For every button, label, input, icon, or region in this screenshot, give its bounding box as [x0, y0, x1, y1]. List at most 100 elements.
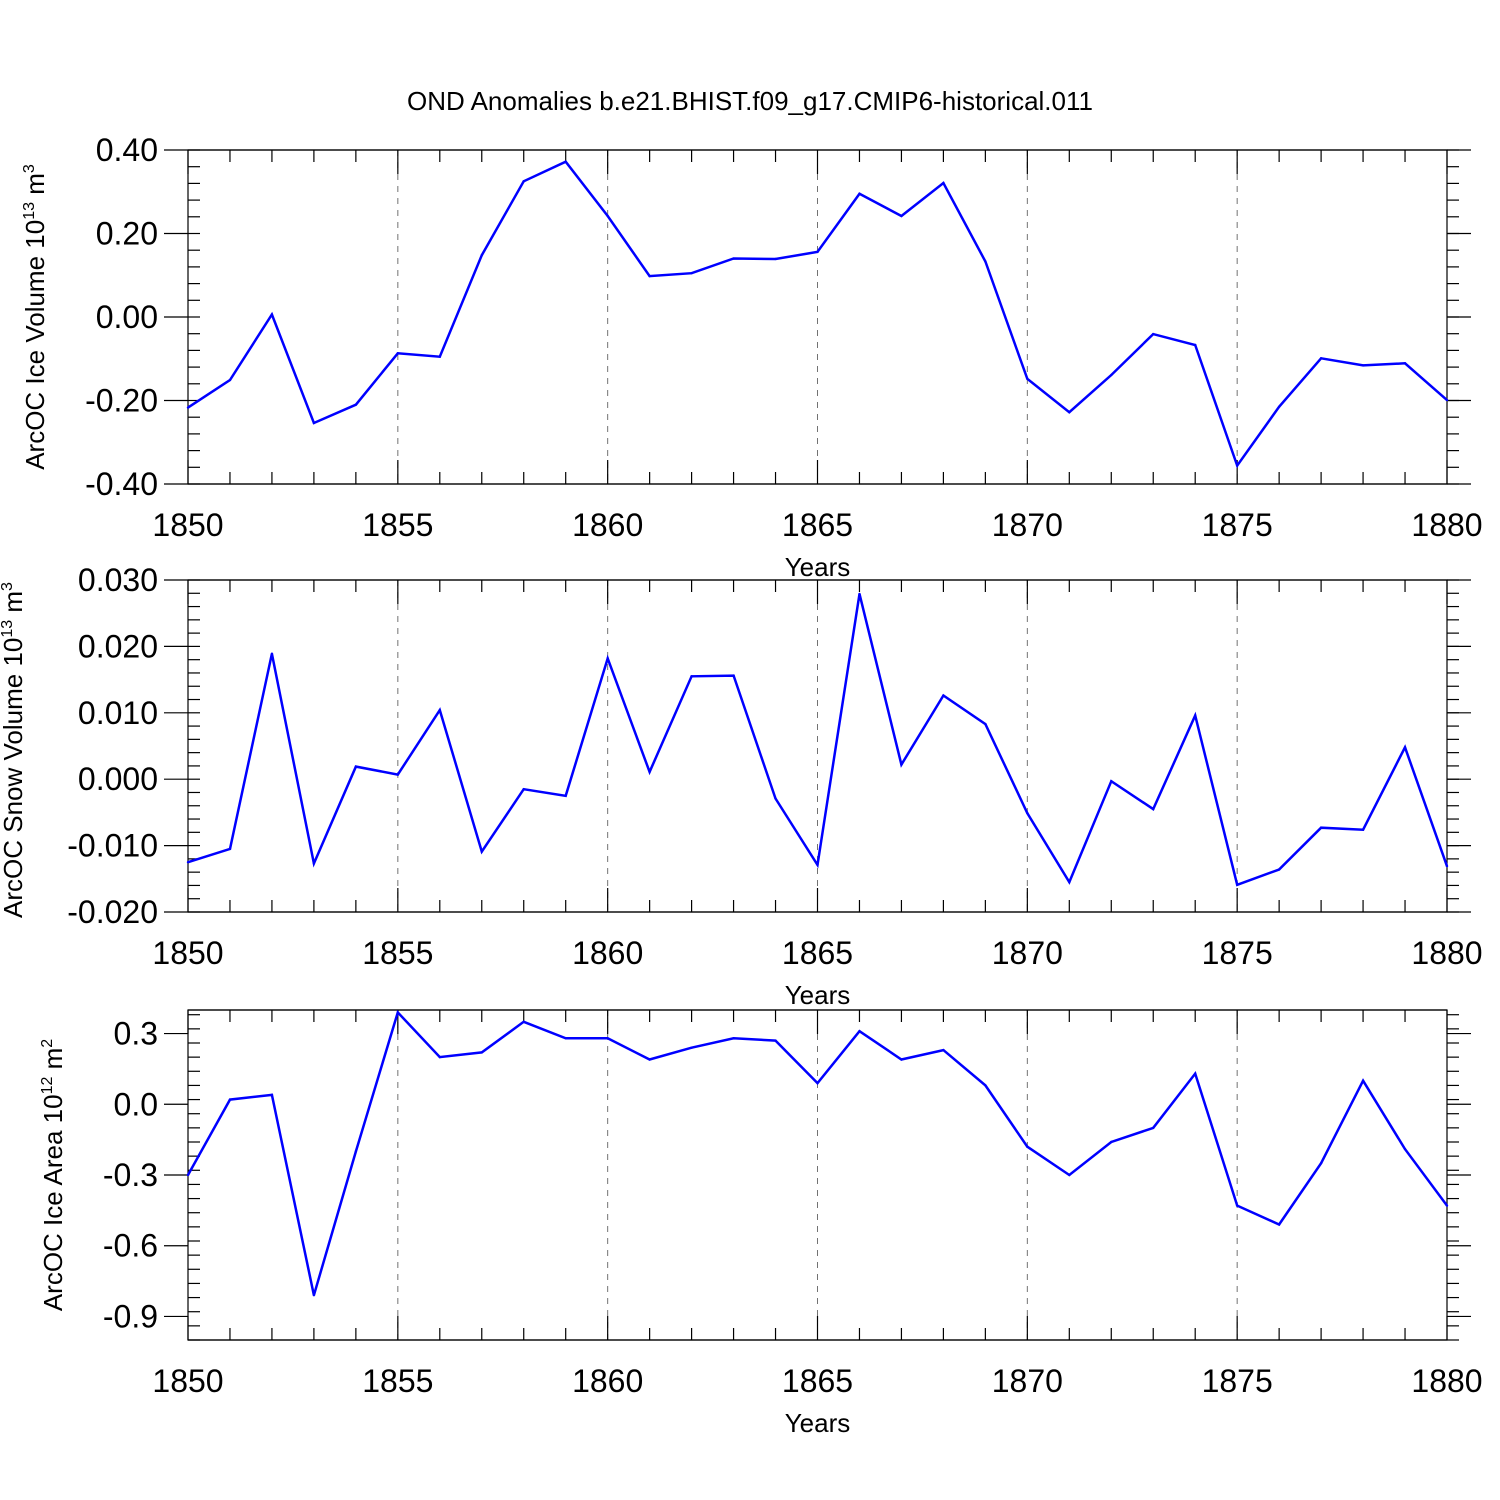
- y-axis-label: ArcOC Ice Volume 1013 m3: [20, 164, 50, 470]
- data-point: [564, 794, 567, 797]
- data-point: [396, 352, 400, 355]
- y-tick-label: 0.0: [114, 1086, 158, 1122]
- data-point: [900, 1058, 903, 1061]
- y-axis-label-ylabel-sup: 12: [39, 1077, 56, 1095]
- data-point: [1361, 1079, 1365, 1082]
- data-point: [1403, 362, 1407, 365]
- x-tick-label: 1870: [992, 1363, 1063, 1399]
- figure-title: OND Anomalies b.e21.BHIST.f09_g17.CMIP6-…: [407, 86, 1093, 116]
- data-point: [606, 214, 609, 218]
- data-point: [1361, 828, 1365, 831]
- data-point: [942, 181, 945, 185]
- data-point: [1277, 1223, 1281, 1226]
- data-point: [984, 260, 987, 263]
- x-tick-label: 1855: [362, 1363, 433, 1399]
- x-tick-label: 1850: [152, 935, 223, 971]
- data-point: [816, 1081, 819, 1085]
- data-point: [522, 787, 525, 791]
- data-point: [1026, 1145, 1029, 1148]
- data-point: [816, 863, 819, 867]
- data-point: [1068, 1173, 1071, 1177]
- data-point: [564, 160, 567, 163]
- series-line: [187, 160, 1448, 469]
- x-tick-label: 1880: [1411, 507, 1482, 543]
- y-tick-label: 0.20: [96, 216, 158, 252]
- data-point: [858, 1030, 861, 1033]
- y-tick-label: -0.6: [103, 1228, 158, 1264]
- data-point: [186, 861, 190, 864]
- data-point: [186, 406, 190, 409]
- data-point: [1445, 1204, 1449, 1207]
- data-point: [354, 403, 358, 406]
- data-point: [690, 1046, 693, 1049]
- data-point: [270, 1093, 274, 1097]
- data-point: [1026, 811, 1029, 815]
- ice-volume-panel: 1850 1855 1860 1865 1870 1875 1880 -0.40 -0.20 0.…: [20, 132, 1483, 582]
- x-tick-label: 1865: [782, 935, 853, 971]
- data-point: [1403, 746, 1407, 749]
- data-point: [690, 271, 693, 275]
- y-axis-label-ylabel-unit-sup: 3: [0, 582, 16, 591]
- data-point: [1235, 1204, 1239, 1207]
- y-tick-label: -0.9: [103, 1298, 158, 1334]
- x-tick-label: 1880: [1411, 935, 1482, 971]
- data-point: [1026, 377, 1029, 380]
- data-point: [648, 274, 651, 278]
- data-point: [942, 1048, 945, 1052]
- data-point: [1152, 1126, 1155, 1130]
- data-point: [1319, 357, 1323, 360]
- data-point: [816, 250, 819, 254]
- y-tick-label: -0.3: [103, 1157, 158, 1193]
- ice-area-panel: 1850 1855 1860 1865 1870 1875 1880 -0.9 -0.6 -0.3…: [38, 1009, 1483, 1438]
- data-point: [690, 675, 693, 678]
- y-axis-label-ylabel-main: ArcOC Ice Volume 10: [20, 220, 50, 470]
- data-point: [396, 1011, 400, 1014]
- y-axis-label: ArcOC Snow Volume 1013 m3: [0, 582, 28, 918]
- data-point: [1194, 1072, 1197, 1075]
- data-point: [1235, 883, 1239, 886]
- data-point: [228, 1098, 232, 1101]
- data-point: [1319, 826, 1323, 829]
- x-tick-label: 1880: [1411, 1363, 1482, 1399]
- data-point: [228, 847, 232, 851]
- x-tick-label: 1860: [572, 935, 643, 971]
- data-point: [438, 355, 441, 358]
- data-point: [984, 722, 987, 726]
- x-tick-label: 1875: [1202, 507, 1273, 543]
- y-tick-label: 0.030: [78, 562, 158, 598]
- data-point: [900, 214, 903, 218]
- data-point: [186, 1173, 190, 1177]
- data-point: [1277, 868, 1281, 871]
- data-point: [522, 1020, 525, 1023]
- x-tick-label: 1850: [152, 1363, 223, 1399]
- data-point: [1152, 332, 1155, 336]
- data-point: [1152, 807, 1155, 811]
- data-point: [522, 180, 525, 183]
- data-point: [606, 657, 609, 660]
- y-tick-label: -0.20: [85, 383, 158, 419]
- y-axis-label-ylabel-main: ArcOC Snow Volume 10: [0, 638, 28, 918]
- y-axis-label-ylabel-unit-sup: 3: [21, 164, 38, 173]
- data-point: [1110, 1140, 1113, 1144]
- data-point: [984, 1084, 987, 1087]
- x-tick-label: 1870: [992, 935, 1063, 971]
- y-tick-label: 0.40: [96, 132, 158, 168]
- y-axis-label: ArcOC Ice Area 1012 m2: [38, 1039, 68, 1311]
- data-point: [1277, 405, 1281, 408]
- y-axis-label-ylabel-unit: m: [0, 591, 28, 620]
- data-point: [1110, 373, 1113, 377]
- data-point: [774, 797, 777, 800]
- data-point: [228, 378, 232, 382]
- data-point: [270, 652, 274, 655]
- data-point: [732, 674, 735, 677]
- x-tick-label: 1855: [362, 935, 433, 971]
- y-axis-label-ylabel-unit: m: [38, 1048, 68, 1077]
- data-point: [1068, 410, 1071, 414]
- x-axis-label: Years: [785, 552, 851, 582]
- data-point: [312, 421, 316, 425]
- data-point: [354, 1150, 358, 1153]
- data-point: [900, 763, 903, 766]
- data-point: [774, 1039, 777, 1042]
- data-point: [1403, 1147, 1407, 1151]
